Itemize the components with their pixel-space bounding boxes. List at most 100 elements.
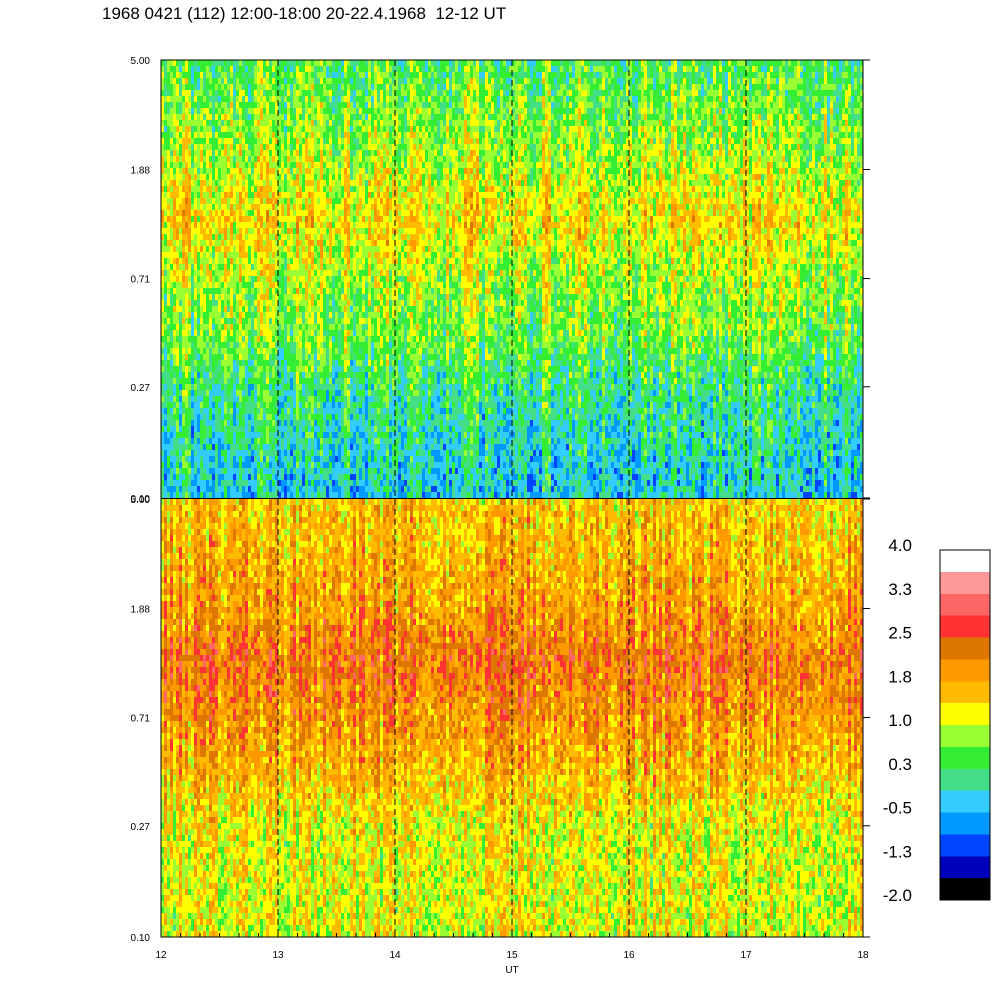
heatmap-cell — [287, 102, 291, 109]
heatmap-cell — [359, 462, 363, 469]
heatmap-cell — [278, 318, 282, 325]
heatmap-cell — [344, 462, 348, 469]
heatmap-cell — [221, 192, 225, 199]
heatmap-cell — [260, 150, 264, 157]
heatmap-cell — [266, 414, 270, 421]
heatmap-cell — [245, 462, 249, 469]
heatmap-cell — [251, 246, 255, 253]
heatmap-cell — [344, 132, 348, 139]
heatmap-cell — [173, 216, 177, 223]
heatmap-cell — [164, 174, 168, 181]
heatmap-cell — [284, 108, 288, 115]
heatmap-cell — [167, 402, 171, 409]
heatmap-cell — [311, 300, 315, 307]
heatmap-cell — [209, 150, 213, 157]
heatmap-cell — [263, 186, 267, 193]
heatmap-cell — [353, 162, 357, 169]
heatmap-cell — [161, 246, 165, 253]
heatmap-cell — [320, 312, 324, 319]
heatmap-cell — [182, 402, 186, 409]
heatmap-cell — [218, 468, 222, 475]
heatmap-cell — [173, 300, 177, 307]
heatmap-cell — [188, 120, 192, 127]
heatmap-cell — [344, 78, 348, 85]
heatmap-cell — [275, 78, 279, 85]
heatmap-cell — [206, 420, 210, 427]
heatmap-cell — [359, 168, 363, 175]
heatmap-cell — [287, 414, 291, 421]
heatmap-cell — [362, 420, 366, 427]
heatmap-cell — [299, 468, 303, 475]
heatmap-cell — [164, 66, 168, 73]
heatmap-cell — [224, 228, 228, 235]
heatmap-cell — [263, 318, 267, 325]
heatmap-cell — [176, 354, 180, 361]
heatmap-cell — [350, 354, 354, 361]
heatmap-cell — [311, 438, 315, 445]
heatmap-cell — [269, 240, 273, 247]
heatmap-cell — [269, 126, 273, 133]
heatmap-cell — [242, 78, 246, 85]
heatmap-cell — [284, 414, 288, 421]
heatmap-cell — [257, 378, 261, 385]
heatmap-cell — [320, 228, 324, 235]
heatmap-cell — [227, 84, 231, 91]
heatmap-cell — [212, 426, 216, 433]
heatmap-cell — [326, 420, 330, 427]
heatmap-cell — [308, 480, 312, 487]
heatmap-cell — [161, 372, 165, 379]
heatmap-cell — [299, 414, 303, 421]
heatmap-cell — [329, 486, 333, 493]
heatmap-cell — [194, 144, 198, 151]
heatmap-cell — [287, 480, 291, 487]
heatmap-cell — [230, 114, 234, 121]
heatmap-cell — [326, 72, 330, 79]
heatmap-cell — [164, 120, 168, 127]
heatmap-cell — [335, 330, 339, 337]
heatmap-cell — [164, 378, 168, 385]
heatmap-cell — [239, 168, 243, 175]
heatmap-cell — [254, 312, 258, 319]
heatmap-cell — [275, 486, 279, 493]
heatmap-cell — [254, 66, 258, 73]
heatmap-cell — [176, 150, 180, 157]
heatmap-cell — [293, 72, 297, 79]
heatmap-cell — [209, 384, 213, 391]
heatmap-cell — [227, 240, 231, 247]
heatmap-cell — [191, 126, 195, 133]
heatmap-cell — [188, 168, 192, 175]
heatmap-cell — [329, 324, 333, 331]
heatmap-cell — [206, 468, 210, 475]
heatmap-cell — [341, 450, 345, 457]
heatmap-cell — [275, 342, 279, 349]
heatmap-cell — [236, 120, 240, 127]
heatmap-cell — [176, 72, 180, 79]
heatmap-cell — [275, 108, 279, 115]
heatmap-cell — [290, 156, 294, 163]
heatmap-cell — [164, 438, 168, 445]
heatmap-cell — [191, 414, 195, 421]
heatmap-cell — [293, 294, 297, 301]
heatmap-cell — [332, 108, 336, 115]
heatmap-cell — [185, 450, 189, 457]
heatmap-cell — [209, 348, 213, 355]
heatmap-cell — [164, 432, 168, 439]
heatmap-cell — [230, 192, 234, 199]
heatmap-cell — [299, 438, 303, 445]
heatmap-cell — [227, 180, 231, 187]
heatmap-cell — [161, 228, 165, 235]
heatmap-cell — [335, 396, 339, 403]
heatmap-cell — [272, 114, 276, 121]
heatmap-cell — [344, 288, 348, 295]
heatmap-cell — [191, 270, 195, 277]
heatmap-cell — [188, 222, 192, 229]
heatmap-cell — [218, 174, 222, 181]
heatmap-cell — [245, 468, 249, 475]
heatmap-cell — [257, 330, 261, 337]
heatmap-cell — [338, 372, 342, 379]
heatmap-cell — [296, 210, 300, 217]
heatmap-cell — [299, 78, 303, 85]
heatmap-cell — [164, 468, 168, 475]
heatmap-cell — [266, 420, 270, 427]
heatmap-cell — [248, 168, 252, 175]
